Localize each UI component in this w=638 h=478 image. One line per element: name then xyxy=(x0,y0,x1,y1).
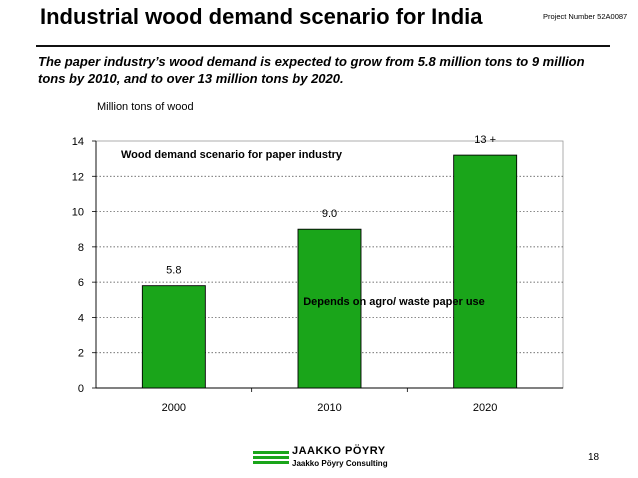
bar xyxy=(297,228,362,389)
page-title: Industrial wood demand scenario for Indi… xyxy=(40,4,483,29)
x-tick-label: 2020 xyxy=(473,402,497,414)
jaakko-poyry-logo-icon xyxy=(253,451,289,464)
chart-title: Wood demand scenario for paper industry xyxy=(121,149,343,161)
page-number: 18 xyxy=(588,452,600,463)
data-label: 13 + xyxy=(474,134,496,146)
data-label: 5.8 xyxy=(166,265,181,277)
data-label: 9.0 xyxy=(322,208,337,220)
logo-name: JAAKKO PÖYRY xyxy=(292,445,386,457)
y-tick-label: 12 xyxy=(72,171,84,183)
y-tick-label: 0 xyxy=(78,383,84,395)
bar xyxy=(141,285,206,389)
logo-subtitle: Jaakko Pöyry Consulting xyxy=(292,459,388,468)
y-tick-label: 2 xyxy=(78,348,84,360)
x-tick-label: 2010 xyxy=(317,402,341,414)
x-tick-label: 2000 xyxy=(162,402,186,414)
y-tick-label: 4 xyxy=(78,312,84,324)
y-tick-label: 8 xyxy=(78,242,84,254)
y-tick-label: 14 xyxy=(72,136,84,148)
y-axis-label: Million tons of wood xyxy=(97,101,194,113)
title-divider xyxy=(36,45,610,47)
y-tick-label: 6 xyxy=(78,277,84,289)
project-number: Project Number 52A0087 xyxy=(543,12,628,21)
slide-subtitle: The paper industry’s wood demand is expe… xyxy=(38,54,585,86)
bar xyxy=(453,154,518,389)
chart-annotation: Depends on agro/ waste paper use xyxy=(303,296,485,308)
y-tick-label: 10 xyxy=(72,207,84,219)
